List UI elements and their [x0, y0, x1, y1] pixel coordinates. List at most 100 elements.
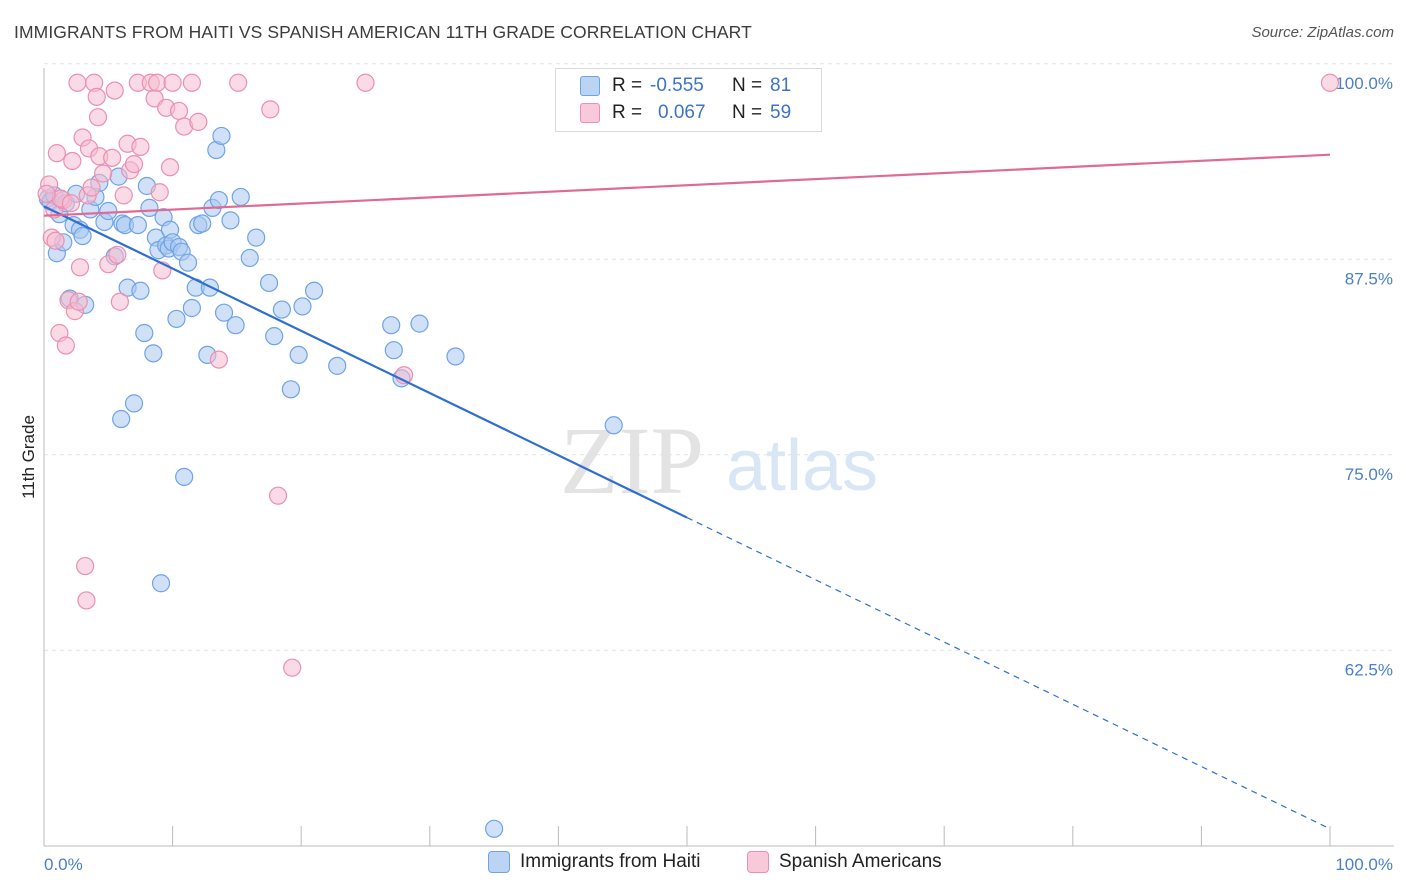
point-haiti [135, 323, 154, 343]
point-haiti [131, 281, 150, 300]
point-haiti [112, 409, 131, 429]
point-haiti [144, 344, 163, 363]
point-spanish [77, 591, 96, 610]
point-haiti [384, 341, 403, 360]
point-spanish [163, 73, 182, 92]
trend-line-spanish [43, 153, 1331, 217]
point-haiti [226, 316, 245, 335]
point-haiti [175, 467, 194, 486]
point-haiti [167, 309, 186, 329]
legend-r-value: -0.555 [650, 75, 704, 96]
point-haiti [212, 126, 231, 146]
point-spanish [82, 178, 101, 197]
watermark-zip: ZIP [560, 407, 704, 514]
point-spanish [37, 184, 56, 203]
y-tick-label: 100.0% [1335, 74, 1393, 93]
legend-row-spanish: R = 0.067 N = 59 [580, 100, 791, 126]
point-spanish [131, 137, 150, 156]
legend-n-label: N = [732, 75, 763, 96]
chart-title: IMMIGRANTS FROM HAITI VS SPANISH AMERICA… [14, 22, 752, 42]
point-haiti [209, 190, 228, 210]
trend-line-haiti-extension [686, 517, 1331, 830]
point-haiti [446, 347, 465, 366]
y-tick-label: 87.5% [1345, 269, 1393, 288]
gridlines [44, 63, 1394, 651]
point-haiti [410, 314, 429, 333]
point-haiti [221, 211, 240, 230]
point-haiti [604, 416, 623, 435]
point-spanish [87, 87, 106, 106]
point-spanish [68, 73, 87, 92]
point-haiti [382, 316, 401, 335]
point-spanish [356, 73, 375, 92]
point-spanish [105, 81, 124, 100]
point-spanish [268, 486, 288, 505]
y-tick-label: 75.0% [1345, 465, 1393, 484]
point-haiti [247, 228, 266, 247]
point-haiti [193, 214, 212, 233]
legend-r-label: R = [612, 75, 643, 96]
legend-n-value: 81 [770, 75, 792, 96]
point-haiti [140, 198, 159, 217]
x-tick-label: 0.0% [44, 855, 83, 874]
stats-legend: R = -0.555 N = 81 R = 0.067 N = 59 [555, 68, 822, 132]
series-legend-haiti: Immigrants from Haiti [488, 851, 701, 873]
point-spanish [114, 186, 133, 205]
point-spanish [76, 556, 95, 576]
point-haiti [151, 574, 171, 593]
point-haiti [272, 300, 292, 319]
point-spanish [46, 231, 65, 250]
point-haiti [304, 281, 324, 300]
point-haiti [231, 187, 250, 207]
legend-n-value: 59 [770, 102, 792, 123]
legend-n-label: N = [732, 102, 763, 123]
series-legend-spanish: Spanish Americans [747, 851, 942, 873]
point-spanish [47, 144, 66, 163]
point-spanish [189, 112, 208, 131]
point-haiti [265, 327, 284, 346]
legend-swatch-spanish [580, 103, 600, 123]
legend-swatch-haiti [580, 76, 600, 96]
trend-line-haiti [43, 205, 688, 519]
point-haiti [99, 201, 118, 221]
point-haiti [259, 273, 279, 293]
point-spanish [69, 292, 88, 311]
point-spanish [94, 164, 113, 183]
trend-lines [43, 153, 1331, 830]
point-haiti [73, 226, 92, 246]
tick-labels: 100.0% 87.5% 75.0% 62.5% 0.0% 100.0% [44, 74, 1393, 874]
series-name-spanish: Spanish Americans [779, 851, 942, 872]
point-spanish [209, 350, 228, 369]
series-swatch-spanish [747, 851, 769, 873]
series-swatch-haiti [488, 851, 510, 873]
x-tick-label: 100.0% [1335, 855, 1393, 874]
point-spanish [124, 154, 144, 174]
point-haiti [124, 394, 144, 413]
point-haiti [178, 253, 198, 272]
point-spanish [148, 73, 167, 92]
y-axis-label: 11th Grade [19, 415, 38, 499]
point-haiti [281, 380, 301, 399]
point-spanish [150, 183, 169, 202]
point-spanish [229, 73, 248, 92]
point-haiti [240, 248, 259, 268]
point-haiti [128, 215, 147, 235]
legend-row-haiti: R = -0.555 N = 81 [580, 73, 791, 99]
point-spanish [61, 194, 81, 213]
point-spanish [1320, 73, 1340, 92]
chart-source: Source: ZipAtlas.com [1251, 24, 1394, 41]
point-spanish [70, 258, 90, 277]
point-spanish [63, 151, 82, 171]
point-haiti [485, 819, 504, 838]
point-spanish [169, 101, 189, 121]
point-spanish [56, 336, 75, 355]
point-spanish [88, 108, 108, 127]
series-name-haiti: Immigrants from Haiti [520, 851, 701, 872]
point-spanish [103, 148, 122, 167]
y-tick-label: 62.5% [1345, 660, 1393, 679]
point-spanish [283, 658, 302, 677]
point-spanish [160, 158, 180, 177]
point-spanish [261, 100, 280, 119]
point-spanish [110, 292, 129, 311]
